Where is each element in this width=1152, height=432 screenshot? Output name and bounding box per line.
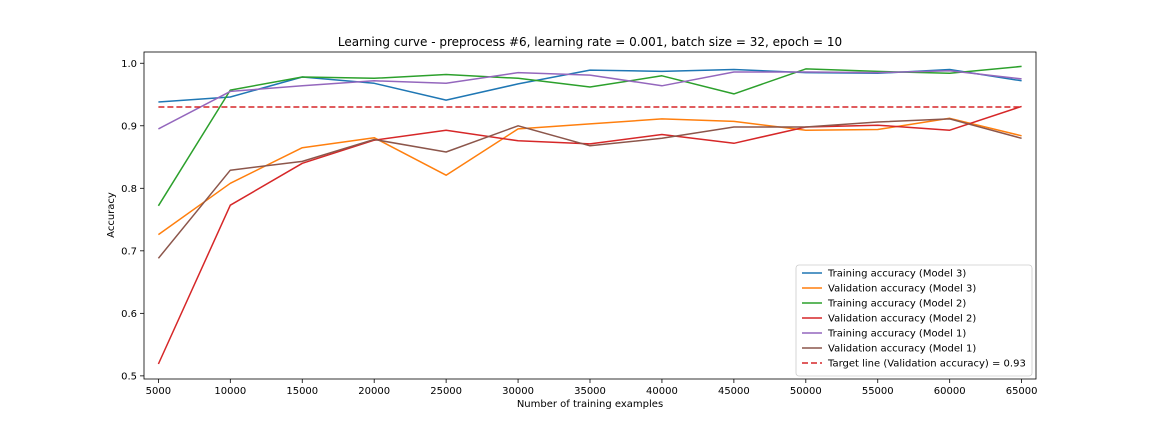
x-tick-label: 60000 — [934, 386, 966, 397]
plot-frame — [143, 51, 1037, 380]
legend-label-6: Validation accuracy (Model 1) — [828, 344, 976, 355]
chart-title: Learning curve - preprocess #6, learning… — [338, 35, 842, 49]
legend-label-4: Validation accuracy (Model 2) — [828, 314, 976, 325]
x-tick-label: 65000 — [1006, 386, 1038, 397]
legend-label-1: Training accuracy (Model 3) — [827, 269, 966, 280]
x-tick-label: 5000 — [146, 386, 171, 397]
x-tick-label: 15000 — [286, 386, 318, 397]
x-tick-label: 10000 — [214, 386, 246, 397]
series-line-3 — [157, 65, 1022, 207]
series-line-5 — [158, 70, 1022, 130]
x-axis-label: Number of training examples — [517, 399, 663, 410]
x-tick-label: 50000 — [790, 386, 822, 397]
series-line-4 — [157, 105, 1022, 365]
x-tick-label: 35000 — [574, 386, 606, 397]
axis-ticks: 5000 10000 15000 20000 25000 30000 35000 40000 4… — [121, 59, 1037, 397]
x-tick-label: 25000 — [430, 386, 462, 397]
legend-box — [795, 264, 1033, 377]
x-tick-label: 55000 — [862, 386, 894, 397]
x-tick-label: 20000 — [358, 386, 390, 397]
y-tick-label: 1.0 — [121, 59, 137, 70]
series-line-6 — [157, 118, 1022, 259]
y-tick-label: 0.5 — [121, 371, 137, 382]
y-tick-label: 0.8 — [121, 184, 137, 195]
x-tick-label: 40000 — [646, 386, 678, 397]
y-tick-label: 0.6 — [121, 309, 137, 320]
legend: Training accuracy (Model 3) Validation ac… — [795, 264, 1033, 377]
legend-label-3: Training accuracy (Model 2) — [827, 299, 966, 310]
y-axis-label: Accuracy — [106, 192, 117, 238]
y-tick-label: 0.7 — [121, 246, 137, 257]
plot-lines — [157, 65, 1022, 365]
legend-label-2: Validation accuracy (Model 3) — [828, 284, 976, 295]
y-tick-label: 0.9 — [121, 121, 137, 132]
legend-label-5: Training accuracy (Model 1) — [827, 329, 966, 340]
x-tick-label: 45000 — [718, 386, 750, 397]
x-tick-label: 30000 — [502, 386, 534, 397]
legend-label-7: Target line (Validation accuracy) = 0.93 — [827, 359, 1026, 370]
series-line-2 — [157, 117, 1022, 236]
